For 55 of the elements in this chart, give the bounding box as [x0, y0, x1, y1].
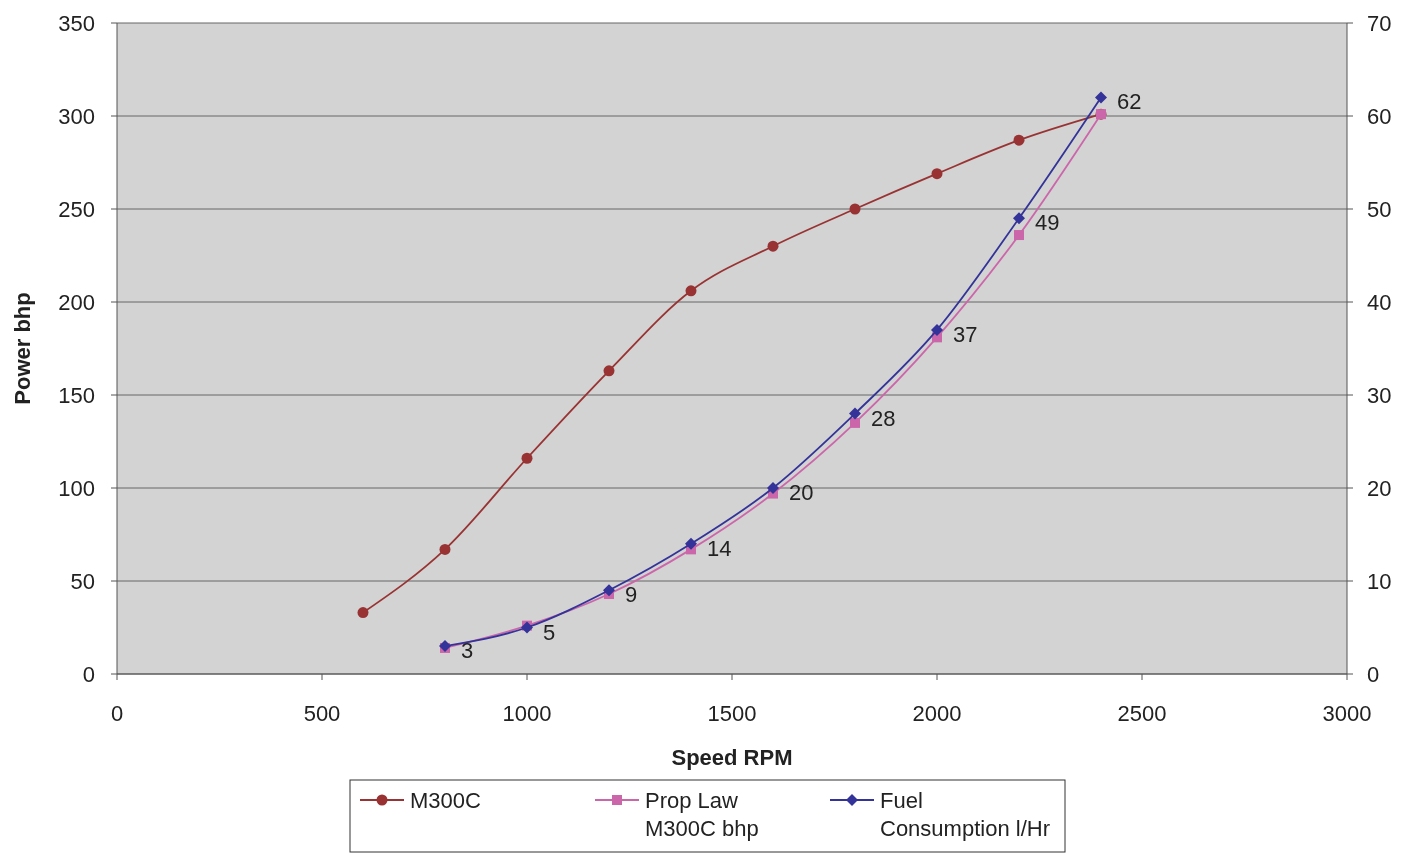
- legend-label: Prop Law M300C bhp: [645, 788, 759, 841]
- point: [931, 168, 943, 180]
- y-tick-label: 250: [58, 197, 95, 222]
- data-label: 5: [543, 619, 556, 645]
- point: [439, 543, 451, 555]
- y-tick-label: 200: [58, 290, 95, 315]
- point: [603, 584, 615, 597]
- x-tick-label: 1000: [502, 701, 552, 726]
- data-label: 14: [707, 535, 732, 561]
- data-label: 9: [625, 582, 638, 608]
- x-axis-title: Speed RPM: [671, 745, 793, 770]
- data-label: 20: [789, 480, 814, 505]
- point: [1014, 230, 1024, 241]
- point: [767, 482, 779, 494]
- legend-label: Fuel Consumption l/Hr: [880, 788, 1050, 841]
- y2-tick-label: 0: [1367, 662, 1380, 687]
- point: [521, 452, 533, 464]
- y2-tick-label: 70: [1367, 11, 1392, 36]
- x-tick-label: 500: [303, 701, 341, 726]
- data-label: 28: [871, 405, 896, 431]
- point: [1013, 134, 1025, 146]
- point: [1095, 91, 1107, 104]
- point: [603, 365, 615, 377]
- y2-tick-label: 60: [1367, 104, 1392, 129]
- point: [357, 607, 369, 619]
- point: [767, 240, 779, 252]
- y-tick-label: 100: [58, 476, 95, 501]
- legend-label: M300C: [410, 788, 482, 813]
- x-tick-label: 0: [110, 701, 124, 726]
- y-tick-label: 0: [82, 662, 95, 687]
- data-label: 3: [461, 638, 474, 664]
- x-tick-label: 2500: [1117, 701, 1167, 726]
- y-tick-label: 150: [58, 383, 95, 408]
- data-label: 62: [1117, 89, 1142, 115]
- y-tick-label: 300: [58, 104, 95, 129]
- x-tick-label: 3000: [1322, 701, 1372, 726]
- x-tick-label: 1500: [707, 701, 757, 726]
- y2-tick-label: 30: [1367, 383, 1392, 408]
- point: [849, 407, 861, 420]
- data-label: 37: [953, 321, 978, 347]
- y-axis-title: Power bhp: [10, 292, 35, 405]
- y2-tick-label: 20: [1367, 476, 1392, 501]
- point: [1013, 212, 1025, 225]
- y2-tick-label: 40: [1367, 290, 1392, 315]
- point: [849, 203, 861, 215]
- point: [931, 323, 943, 336]
- y-tick-label: 50: [70, 569, 95, 594]
- point: [685, 285, 697, 297]
- data-label: 49: [1035, 210, 1060, 236]
- y2-tick-label: 50: [1367, 197, 1392, 222]
- point: [850, 417, 860, 428]
- y-tick-label: 350: [58, 11, 95, 36]
- x-tick-label: 2000: [912, 701, 962, 726]
- point: [685, 537, 697, 550]
- y2-tick-label: 10: [1367, 569, 1392, 594]
